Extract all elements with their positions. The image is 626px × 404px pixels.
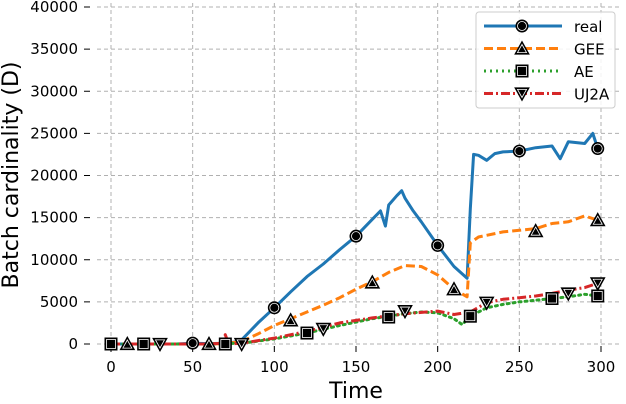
- triangle-marker-ring: [318, 324, 329, 334]
- triangle-marker-ring: [236, 339, 247, 349]
- legend-box: [475, 11, 616, 109]
- circle-marker-icon: [267, 301, 281, 315]
- square-marker-ring: [302, 328, 312, 338]
- y-tick-label: 30000: [30, 82, 78, 100]
- legend: real GEE AE UJ2A: [475, 11, 616, 109]
- y-tick-label: 5000: [40, 293, 78, 311]
- circle-marker-icon: [512, 144, 526, 158]
- circle-marker-icon: [515, 19, 529, 33]
- circle-marker-ring: [269, 302, 280, 313]
- circle-marker-icon: [431, 238, 445, 252]
- square-marker-ring: [138, 339, 149, 349]
- triangle-marker-ring: [516, 89, 528, 99]
- triangle-marker-ring: [154, 339, 166, 349]
- y-tick-label: 20000: [30, 167, 78, 185]
- triangle-marker-ring: [563, 288, 574, 299]
- data-markers: [104, 142, 606, 353]
- x-tick-label: 250: [505, 358, 534, 376]
- circle-marker-icon: [591, 142, 605, 156]
- y-tick-label: 35000: [30, 40, 78, 58]
- x-axis-label: Time: [328, 379, 383, 404]
- square-marker-icon: [218, 337, 232, 351]
- x-tick-label: 300: [587, 358, 616, 376]
- square-marker-ring: [383, 312, 394, 322]
- x-tick-label: 150: [342, 358, 371, 376]
- square-marker-icon: [382, 310, 396, 324]
- legend-label-uj2a: UJ2A: [574, 86, 610, 104]
- y-tick-label: 40000: [30, 0, 78, 16]
- square-marker-ring: [220, 339, 231, 349]
- x-tick-label: 100: [260, 358, 289, 376]
- circle-marker-ring: [514, 146, 525, 156]
- triangle-marker-ring: [530, 226, 541, 236]
- circle-marker-ring: [432, 240, 443, 251]
- legend-label-ae: AE: [574, 63, 594, 81]
- square-marker-icon: [104, 337, 118, 351]
- triangle-marker-ring: [367, 277, 378, 287]
- triangle-marker-ring: [481, 298, 492, 308]
- square-marker-icon: [463, 309, 477, 323]
- triangle-marker-ring: [203, 339, 215, 349]
- square-marker-ring: [517, 66, 527, 76]
- circle-marker-icon: [349, 229, 363, 243]
- triangle-marker-ring: [448, 284, 460, 294]
- x-tick-label: 0: [106, 358, 116, 376]
- circle-marker-ring: [517, 21, 527, 31]
- y-axis-label: Batch cardinality (D): [0, 62, 24, 289]
- axis-ticks: 0 5000 10000 15000 20000 25000 30000 35000 40000…: [30, 0, 615, 376]
- y-tick-label: 0: [68, 335, 78, 353]
- square-marker-ring: [547, 293, 557, 304]
- y-tick-label: 25000: [30, 124, 78, 142]
- legend-label-gee: GEE: [574, 41, 605, 59]
- circle-marker-ring: [351, 231, 361, 242]
- circle-marker-icon: [186, 336, 200, 350]
- square-marker-icon: [545, 292, 559, 306]
- triangle-marker-ring: [592, 215, 603, 225]
- square-marker-ring: [465, 311, 476, 322]
- square-marker-ring: [106, 339, 116, 349]
- square-marker-ring: [592, 291, 603, 301]
- square-marker-icon: [137, 337, 151, 351]
- circle-marker-ring: [187, 338, 198, 349]
- x-tick-label: 200: [423, 358, 452, 376]
- triangle-marker-ring: [285, 315, 296, 325]
- y-tick-label: 10000: [30, 251, 78, 269]
- y-tick-label: 15000: [30, 209, 78, 227]
- triangle-marker-ring: [399, 306, 411, 316]
- legend-label-real: real: [574, 18, 602, 36]
- triangle-marker-ring: [122, 339, 133, 349]
- square-marker-icon: [300, 326, 314, 340]
- square-marker-icon: [515, 64, 529, 78]
- x-tick-label: 50: [183, 358, 202, 376]
- circle-marker-ring: [592, 143, 603, 154]
- triangle-marker-ring: [516, 43, 528, 53]
- triangle-marker-ring: [592, 278, 603, 289]
